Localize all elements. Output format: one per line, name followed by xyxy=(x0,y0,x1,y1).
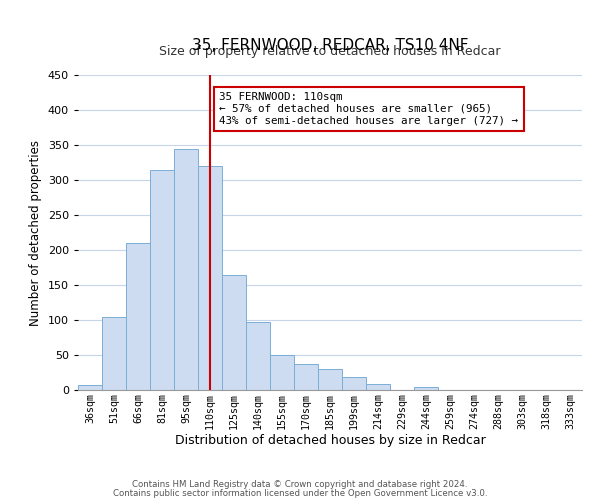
Bar xyxy=(342,378,366,390)
X-axis label: Distribution of detached houses by size in Redcar: Distribution of detached houses by size … xyxy=(175,434,485,448)
Bar xyxy=(318,369,342,390)
Title: 35, FERNWOOD, REDCAR, TS10 4NF: 35, FERNWOOD, REDCAR, TS10 4NF xyxy=(192,38,468,53)
Bar xyxy=(222,274,246,390)
Text: 35 FERNWOOD: 110sqm
← 57% of detached houses are smaller (965)
43% of semi-detac: 35 FERNWOOD: 110sqm ← 57% of detached ho… xyxy=(219,92,518,126)
Bar xyxy=(294,364,318,390)
Bar xyxy=(414,386,438,390)
Bar xyxy=(78,385,102,390)
Bar xyxy=(174,148,198,390)
Bar xyxy=(150,170,174,390)
Bar xyxy=(270,355,294,390)
Y-axis label: Number of detached properties: Number of detached properties xyxy=(29,140,42,326)
Text: Contains public sector information licensed under the Open Government Licence v3: Contains public sector information licen… xyxy=(113,488,487,498)
Bar xyxy=(246,322,270,390)
Bar xyxy=(126,243,150,390)
Bar xyxy=(102,316,126,390)
Text: Contains HM Land Registry data © Crown copyright and database right 2024.: Contains HM Land Registry data © Crown c… xyxy=(132,480,468,489)
Bar xyxy=(198,166,222,390)
Bar xyxy=(366,384,390,390)
Text: Size of property relative to detached houses in Redcar: Size of property relative to detached ho… xyxy=(159,44,501,58)
